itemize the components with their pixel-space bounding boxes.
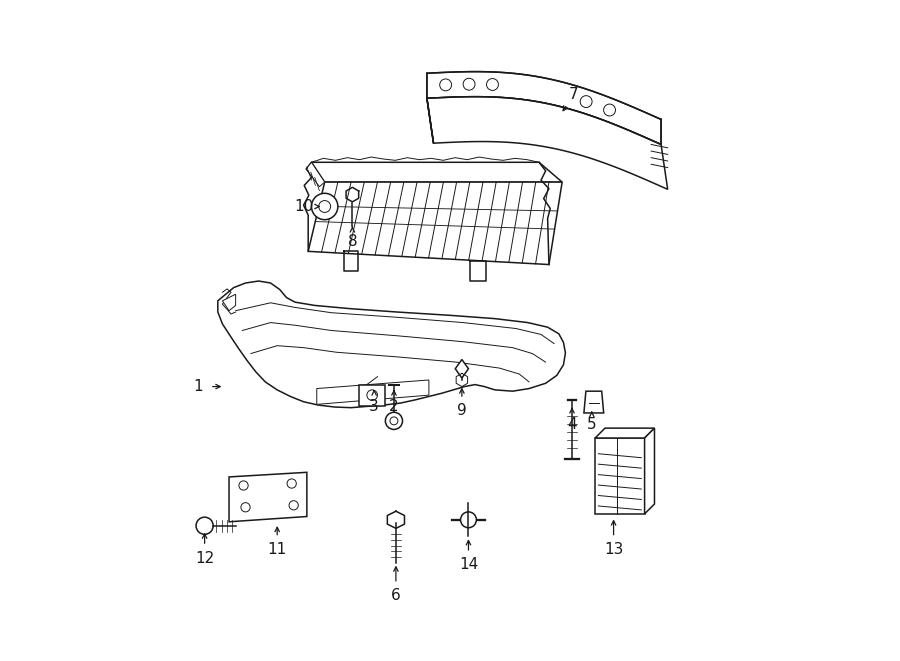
Text: 7: 7	[569, 87, 579, 102]
Text: 9: 9	[457, 403, 467, 418]
Polygon shape	[218, 281, 565, 408]
Polygon shape	[222, 294, 236, 311]
Circle shape	[196, 517, 213, 534]
Text: 4: 4	[567, 416, 577, 432]
Text: 5: 5	[587, 416, 597, 432]
Polygon shape	[427, 71, 662, 145]
Polygon shape	[455, 360, 469, 378]
Circle shape	[287, 479, 296, 488]
Polygon shape	[308, 182, 562, 264]
Circle shape	[385, 412, 402, 430]
Circle shape	[487, 79, 499, 91]
Circle shape	[238, 481, 248, 490]
Circle shape	[319, 200, 330, 212]
Text: 11: 11	[267, 542, 287, 557]
Polygon shape	[644, 428, 654, 514]
Text: 10: 10	[294, 199, 313, 214]
Polygon shape	[229, 473, 307, 522]
Polygon shape	[311, 163, 562, 182]
Circle shape	[580, 96, 592, 108]
Circle shape	[604, 104, 616, 116]
Text: 13: 13	[604, 542, 624, 557]
Text: 6: 6	[391, 588, 401, 603]
Polygon shape	[306, 163, 325, 186]
Text: 1: 1	[194, 379, 202, 394]
Circle shape	[289, 500, 298, 510]
Circle shape	[367, 390, 377, 401]
Text: 12: 12	[195, 551, 214, 566]
Circle shape	[241, 502, 250, 512]
Circle shape	[461, 512, 476, 527]
Polygon shape	[584, 391, 604, 413]
Text: 2: 2	[389, 399, 399, 414]
Polygon shape	[427, 97, 668, 189]
Text: 3: 3	[369, 399, 379, 414]
Text: 14: 14	[459, 557, 478, 572]
Circle shape	[390, 417, 398, 425]
Text: 8: 8	[347, 234, 357, 249]
Polygon shape	[595, 438, 644, 514]
Polygon shape	[317, 380, 429, 405]
Circle shape	[311, 193, 338, 219]
Polygon shape	[359, 385, 385, 406]
Circle shape	[440, 79, 452, 91]
Circle shape	[464, 78, 475, 90]
Polygon shape	[595, 428, 654, 438]
